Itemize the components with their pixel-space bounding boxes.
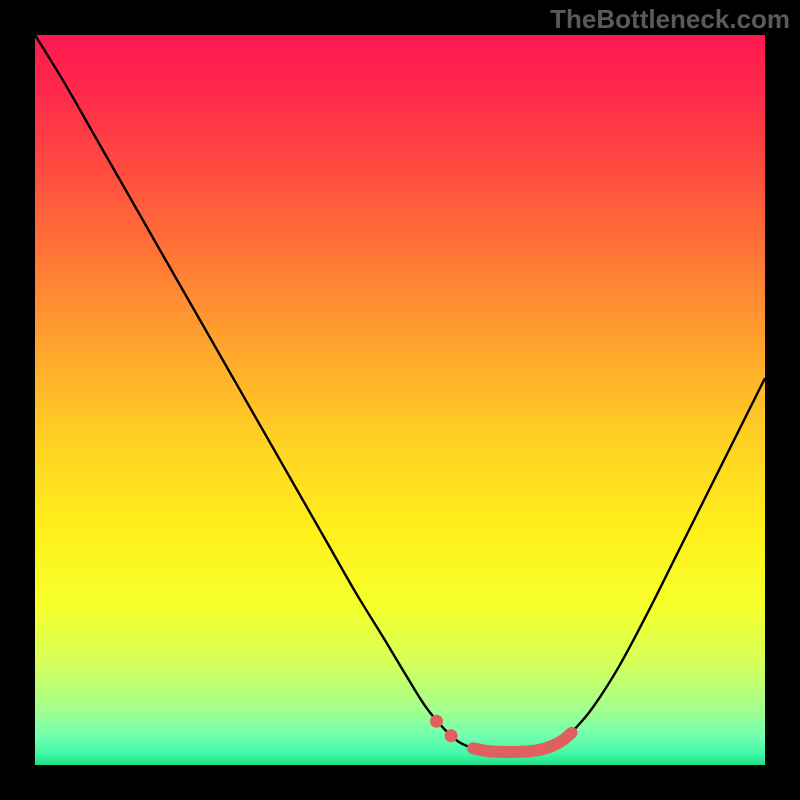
watermark-text: TheBottleneck.com <box>550 4 790 35</box>
bottleneck-curve-chart <box>0 0 800 800</box>
highlight-dot <box>445 729 458 742</box>
chart-container: TheBottleneck.com <box>0 0 800 800</box>
highlight-dot <box>430 715 443 728</box>
